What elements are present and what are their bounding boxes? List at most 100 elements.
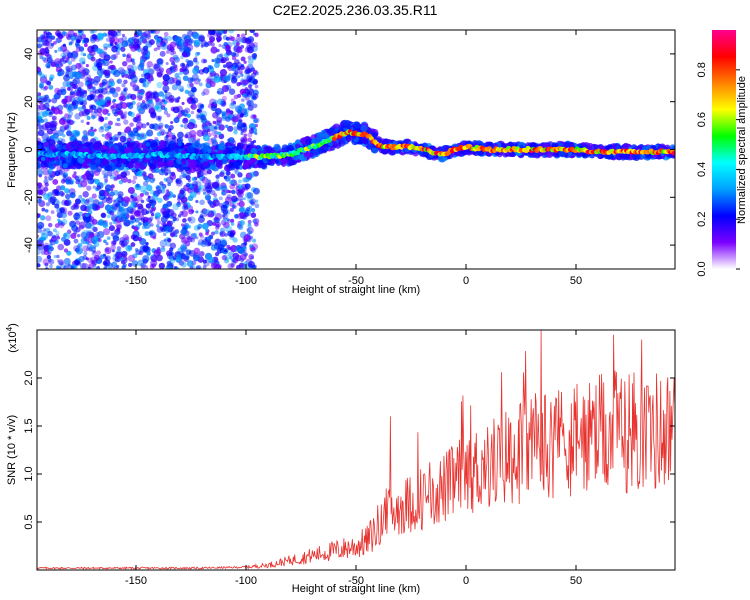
- spectrogram-cell: [191, 99, 197, 105]
- spectrogram-cell: [62, 163, 69, 169]
- spectrogram-cell: [190, 110, 195, 115]
- spectrogram-cell: [78, 194, 83, 199]
- spectrogram-cell: [230, 77, 238, 84]
- spectrogram-cell: [168, 266, 173, 269]
- spectrogram-cell: [166, 35, 173, 41]
- spectrogram-cell: [209, 72, 214, 77]
- spectrogram-cell: [186, 145, 195, 153]
- spectrogram-cell: [250, 207, 256, 213]
- spectrogram-cell: [116, 31, 122, 37]
- spectrogram-cell: [169, 56, 175, 63]
- spectrogram-cell: [112, 170, 119, 176]
- spectrogram-cell: [151, 194, 159, 201]
- spectrogram-cell: [83, 43, 88, 48]
- spectrogram-cell: [244, 92, 250, 98]
- spectrogram-cell: [147, 68, 155, 75]
- spectrogram-cell: [166, 220, 173, 227]
- spectrogram-cell: [146, 61, 153, 68]
- spectrogram-cell: [222, 204, 227, 209]
- spectrogram-cell: [248, 230, 253, 235]
- spectrogram-cell: [230, 218, 235, 223]
- spectrogram-cell: [123, 111, 128, 115]
- spectrogram-cell: [105, 197, 113, 204]
- spectrogram-cell: [116, 78, 123, 85]
- spectrogram-cell: [172, 54, 179, 61]
- spectrogram-cell: [205, 77, 211, 84]
- spectrogram-cell: [171, 134, 177, 140]
- spectrogram-cell: [50, 210, 55, 214]
- spectrogram-cell: [156, 131, 162, 137]
- spectrogram-cell: [142, 80, 150, 88]
- spectrogram-cell: [140, 217, 146, 223]
- spectrogram-cell: [162, 232, 167, 237]
- spectrogram-cell: [182, 218, 187, 223]
- spectrogram-cell: [230, 173, 236, 179]
- spectrogram-cell: [146, 95, 151, 99]
- spectrogram-cell: [141, 171, 147, 177]
- spectrogram-cell: [162, 79, 169, 86]
- spectrogram-cell: [113, 144, 119, 150]
- spectrogram-cell: [202, 188, 206, 192]
- spectrogram-cell: [215, 174, 220, 179]
- spectrogram-cell: [230, 65, 236, 71]
- spectrogram-cell: [86, 74, 92, 80]
- spectrogram-cell: [247, 78, 251, 83]
- spectrogram-cell: [236, 122, 244, 129]
- spectrogram-cell: [160, 105, 166, 110]
- spectrogram-cell: [94, 89, 100, 94]
- spectrogram-cell: [197, 78, 201, 82]
- spectrogram-cell: [171, 84, 179, 91]
- spectrogram-cell: [112, 53, 118, 59]
- spectrogram-cell: [250, 201, 256, 206]
- spectrogram-cell: [37, 111, 40, 116]
- spectrogram-cell: [210, 42, 215, 47]
- spectrogram-cell: [173, 66, 179, 72]
- spectrogram-cell: [66, 124, 70, 128]
- spectrogram-cell: [55, 230, 60, 235]
- spectrogram-cell: [67, 210, 73, 216]
- spectrogram-cell: [190, 264, 196, 269]
- spectrogram-cell: [353, 121, 361, 129]
- spectrogram-cell: [83, 134, 88, 139]
- spectrogram-cell: [80, 204, 87, 212]
- spectrogram-cell: [247, 104, 254, 111]
- spectrogram-cell: [253, 187, 260, 195]
- spectrogram-cell: [249, 244, 254, 249]
- spectrogram-cell: [104, 116, 108, 121]
- spectrogram-cell: [60, 178, 66, 184]
- spectrogram-cell: [191, 177, 196, 181]
- spectrogram-cell: [42, 168, 50, 176]
- spectrogram-cell: [213, 99, 218, 105]
- spectrogram-cell: [130, 45, 137, 52]
- spectrogram-cell: [37, 129, 45, 137]
- spectrogram-cell: [174, 36, 182, 44]
- spectrogram-cell: [64, 188, 70, 194]
- spectrogram-cell: [170, 212, 177, 219]
- spectrogram-cell: [117, 131, 122, 136]
- spectrogram-cell: [237, 142, 244, 149]
- spectrogram-cell: [170, 232, 176, 238]
- spectrogram-cell: [114, 122, 119, 127]
- spectrogram-cell: [183, 253, 190, 261]
- spectrogram-cell: [195, 265, 202, 269]
- spectrogram-cell: [62, 172, 69, 178]
- spectrogram-cell: [243, 241, 248, 246]
- spectrogram-cell: [43, 193, 50, 200]
- spectrogram-cell: [105, 242, 109, 246]
- spectrogram-cells: [37, 30, 675, 269]
- spectrogram-cell: [132, 61, 136, 66]
- spectrogram-cell: [57, 259, 64, 266]
- spectrogram-cell: [97, 112, 103, 118]
- spectrogram-cell: [89, 49, 96, 57]
- spectrogram-cell: [86, 185, 92, 191]
- spectrogram-cell: [75, 38, 81, 44]
- spectrogram-cell: [213, 75, 221, 83]
- spectrogram-cell: [152, 235, 157, 240]
- spectrogram-cell: [224, 115, 231, 122]
- spectrogram-cell: [118, 194, 122, 199]
- spectrogram-cell: [121, 40, 129, 48]
- spectrogram-cell: [223, 221, 230, 229]
- spectrogram-cell: [37, 247, 41, 256]
- spectrogram-cell: [62, 80, 70, 88]
- spectrogram-cell: [54, 170, 61, 177]
